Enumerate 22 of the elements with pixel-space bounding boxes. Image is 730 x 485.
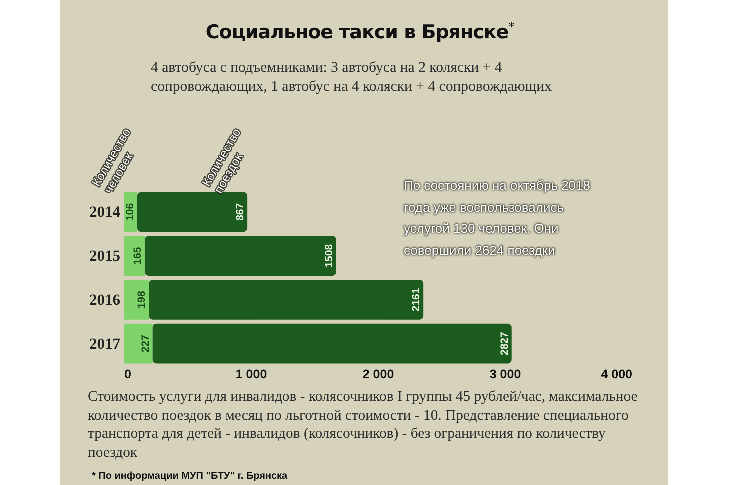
data-label: 198 <box>136 291 148 309</box>
x-tick-label: 2 000 <box>362 368 394 382</box>
chart-title: Социальное такси в Брянске$^{*}$ <box>204 20 516 44</box>
data-label: 165 <box>132 247 144 265</box>
data-label: 867 <box>234 203 247 221</box>
annotation: По состоянию на октябрь 2018 года уже воспользовались услугой 130 человек. Они совершили 2624 поездки <box>404 177 592 260</box>
x-tick-label: 3 000 <box>490 368 522 382</box>
data-label: 106 <box>124 203 136 221</box>
x-tick-label: 1 000 <box>236 368 268 382</box>
data-label: 2161 <box>410 288 423 312</box>
data-label: 1508 <box>323 244 336 268</box>
y-tick-label: 2015 <box>90 248 121 266</box>
text: * По информации МУП "БТУ" г. Брянска <box>92 471 288 482</box>
x-tick-label: 0 <box>124 368 132 382</box>
chart-subtitle: 4 автобуса с подъемниками: 3 автобуса на 2 коляски + 4 сопровождающих, 1 автобус на 4 коляски + 4 сопровождающих <box>151 59 553 96</box>
data-label: 2827 <box>498 332 511 356</box>
y-tick-label: 2016 <box>90 292 121 309</box>
data-label: 227 <box>140 334 152 353</box>
x-tick-label: 4 000 <box>601 368 633 382</box>
y-tick-label: 2014 <box>90 204 121 222</box>
y-tick-label: 2017 <box>90 336 121 353</box>
text: Стоимость услуги для инвалидов - колясочников I группы 45 рублей/час, максимальное количество поездок в месяц по льготной стоимости - 10. Представление специального транспорта для детей - инвалидов (колясочников) - без ограничения по количеству поездок <box>88 388 639 462</box>
